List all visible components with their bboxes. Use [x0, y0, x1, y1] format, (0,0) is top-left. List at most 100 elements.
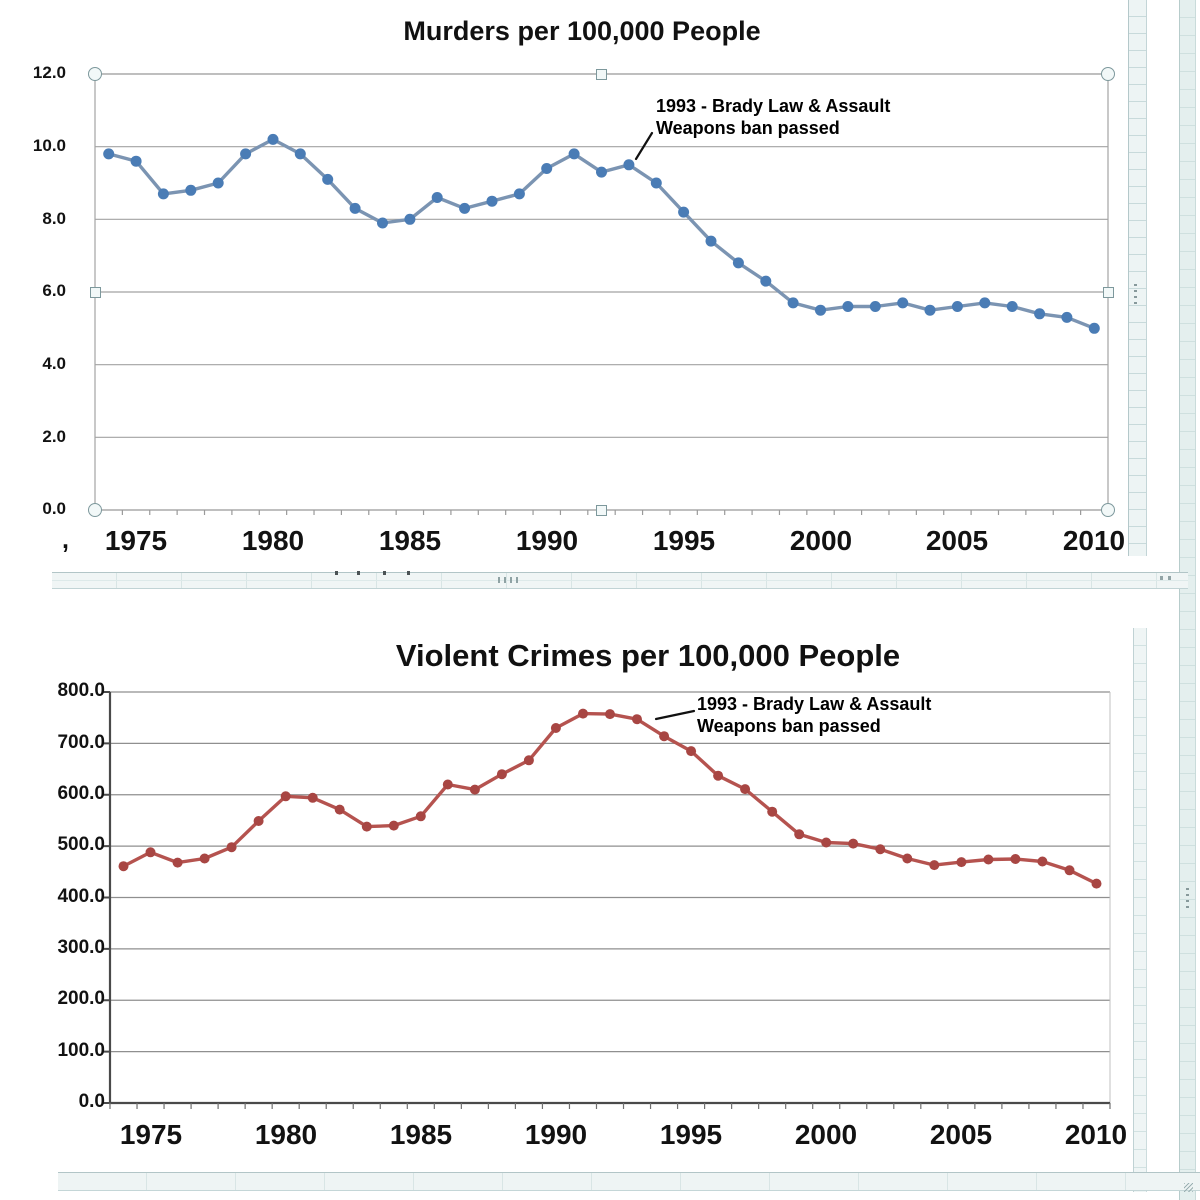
data-point-marker: [103, 148, 115, 160]
data-point-marker: [678, 206, 690, 218]
selection-handle-bottom-left[interactable]: [88, 503, 102, 517]
y-axis-tick-label: 0.0: [78, 1091, 105, 1112]
horizontal-scrollbar-strip[interactable]: [52, 572, 1188, 589]
selection-handle-top-left[interactable]: [88, 67, 102, 81]
y-axis-tick-label: 0.0: [42, 499, 66, 518]
data-point-marker: [267, 133, 279, 145]
y-axis-tick-label: 6.0: [42, 281, 66, 300]
data-point-marker: [983, 854, 994, 865]
data-point-marker: [253, 816, 264, 826]
data-point-marker: [1061, 311, 1073, 323]
y-axis-tick-label: 400.0: [57, 886, 105, 907]
selection-handle-bottom-center[interactable]: [596, 504, 607, 516]
x-axis-tick-label: 2005: [929, 1119, 993, 1150]
murders-annotation: 1993 - Brady Law & Assault Weapons ban p…: [656, 95, 890, 139]
data-point-marker: [713, 770, 724, 781]
data-point-marker: [979, 297, 991, 309]
data-point-marker: [760, 275, 772, 287]
data-point-marker: [523, 755, 534, 766]
data-point-marker: [226, 842, 237, 853]
data-point-marker: [732, 257, 744, 269]
data-point-marker: [875, 844, 886, 855]
data-point-marker: [550, 723, 561, 733]
bottom-scrollbar-strip[interactable]: [58, 1172, 1200, 1191]
x-axis-tick-label: 2010: [1062, 525, 1126, 556]
data-point-marker: [815, 304, 826, 316]
cell-fragment-mark: [407, 571, 410, 575]
vertical-scrollbar-strip[interactable]: [1179, 0, 1196, 1200]
data-point-marker: [568, 148, 580, 160]
annotation-line2: Weapons ban passed: [656, 118, 840, 138]
data-point-marker: [541, 163, 553, 174]
y-axis-tick-label: 600.0: [57, 783, 105, 804]
data-point-marker: [199, 853, 210, 864]
data-point-marker: [130, 155, 142, 167]
data-point-marker: [902, 853, 913, 864]
data-point-marker: [956, 857, 967, 868]
data-point-marker: [650, 177, 662, 189]
y-axis-tick-label: 300.0: [57, 937, 105, 958]
annotation-line1: 1993 - Brady Law & Assault: [697, 694, 932, 714]
data-point-marker: [1064, 865, 1075, 876]
x-axis-tick-label: 1995: [652, 525, 716, 556]
data-point-marker: [1010, 854, 1021, 864]
y-axis-tick-label: 100.0: [57, 1040, 105, 1061]
x-axis-tick-label: 1975: [119, 1119, 183, 1150]
selection-handle-top-center[interactable]: [596, 68, 607, 80]
y-axis-tick-label: 2.0: [42, 427, 66, 446]
data-point-marker: [596, 166, 607, 178]
data-point-marker: [334, 804, 345, 815]
data-point-marker: [794, 829, 805, 840]
violent-crimes-chart-title: Violent Crimes per 100,000 People: [395, 638, 901, 673]
annotation-leader-line: [654, 709, 696, 721]
data-point-marker: [605, 709, 615, 720]
data-point-marker: [442, 779, 453, 790]
data-point-marker: [632, 714, 642, 725]
data-point-marker: [145, 847, 156, 858]
data-point-marker: [361, 821, 372, 832]
data-point-marker: [578, 708, 588, 719]
x-axis-tick-label: 1980: [254, 1119, 318, 1150]
data-point-marker: [1034, 308, 1046, 320]
x-axis-tick-label: 2005: [925, 525, 989, 556]
data-point-marker: [659, 731, 670, 742]
data-point-marker: [740, 784, 751, 795]
stray-cell-text: ,: [62, 526, 69, 554]
y-axis-tick-label: 700.0: [57, 732, 105, 753]
selection-handle-top-right[interactable]: [1101, 67, 1115, 81]
scrollbar-dots: [1134, 284, 1137, 307]
data-point-marker: [280, 791, 291, 802]
y-axis-tick-label: 8.0: [42, 209, 66, 228]
y-axis-tick-label: 200.0: [57, 988, 105, 1009]
x-axis-tick-label: 1975: [104, 525, 168, 556]
data-point-marker: [307, 792, 318, 803]
x-axis-tick-label: 1980: [241, 525, 305, 556]
worksheet-row-strip-top: [1128, 0, 1147, 556]
data-point-marker: [686, 746, 697, 757]
y-axis-tick-label: 10.0: [32, 136, 66, 155]
y-axis-tick-label: 4.0: [42, 354, 66, 373]
data-point-marker: [118, 861, 129, 872]
data-point-marker: [431, 192, 443, 203]
data-point-marker: [1037, 856, 1048, 867]
selection-handle-mid-right[interactable]: [1102, 286, 1114, 298]
data-point-marker: [842, 301, 854, 312]
data-point-marker: [294, 148, 306, 160]
data-point-marker: [951, 301, 963, 312]
murders-chart-title: Murders per 100,000 People: [403, 16, 761, 46]
data-point-marker: [869, 301, 881, 312]
data-point-marker: [469, 784, 480, 795]
data-point-marker: [767, 806, 778, 817]
cell-fragment-mark: [335, 571, 338, 575]
x-axis-tick-label: 2000: [789, 525, 853, 556]
violent-crimes-annotation: 1993 - Brady Law & Assault Weapons ban p…: [697, 693, 931, 737]
selection-handle-bottom-right[interactable]: [1101, 503, 1115, 517]
selection-handle-mid-left[interactable]: [89, 286, 101, 298]
y-axis-tick-label: 800.0: [57, 680, 105, 701]
data-point-marker: [377, 217, 388, 229]
data-point-marker: [705, 235, 717, 247]
x-axis-tick-label: 1990: [515, 525, 579, 556]
window-resize-grip[interactable]: [1184, 1183, 1193, 1192]
